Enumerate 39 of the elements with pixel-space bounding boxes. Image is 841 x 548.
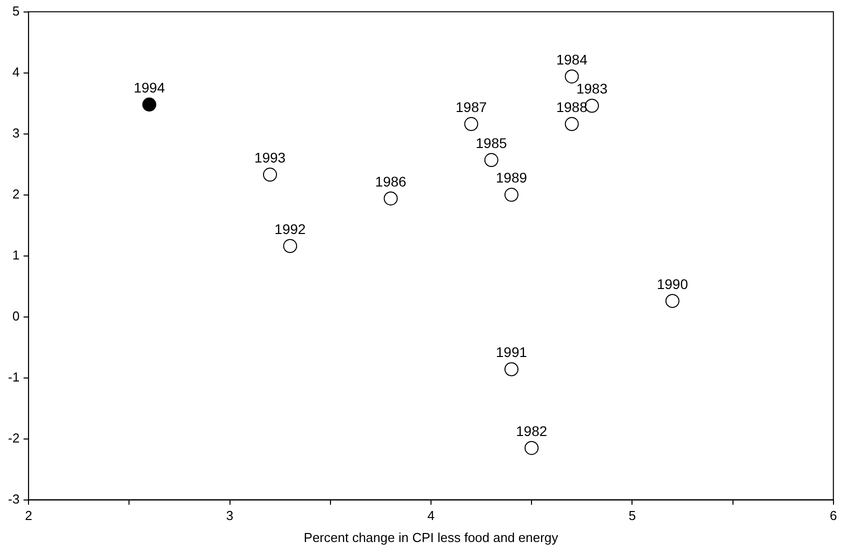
y-tick-label: 0 [12, 308, 20, 324]
x-tick-label: 3 [226, 508, 234, 524]
point [384, 191, 398, 206]
point [564, 117, 579, 132]
y-tick-label: -1 [8, 369, 20, 384]
annotation: 1990 [656, 276, 688, 292]
y-tick-label: 1 [12, 247, 20, 262]
annotation: 1989 [496, 170, 528, 186]
point [665, 294, 680, 308]
y-tick-label: -2 [8, 430, 20, 446]
point [484, 153, 498, 168]
annotation: 1991 [496, 344, 528, 360]
y-tick-label: 3 [12, 125, 20, 140]
annotation: 1985 [476, 134, 508, 151]
point [283, 239, 298, 254]
x-tick-label: 6 [830, 508, 837, 524]
point [504, 188, 518, 202]
annotation: 1986 [375, 173, 407, 190]
y-tick-label: 5 [12, 3, 20, 18]
annotation: 1994 [134, 79, 166, 96]
point [142, 98, 156, 112]
y-tick-label: -3 [8, 491, 20, 506]
annotation: 1993 [254, 150, 286, 166]
y-tick-label: 4 [12, 64, 20, 80]
point [564, 69, 579, 84]
annotation: 1992 [274, 220, 306, 237]
point [464, 117, 478, 132]
x-axis-title: Percent change in CPI less food and energy [304, 530, 559, 545]
y-tick-label: 2 [12, 186, 20, 202]
annotation: 1984 [556, 51, 588, 68]
point [263, 168, 278, 182]
annotation: 1983 [576, 80, 608, 97]
x-tick-label: 5 [628, 508, 636, 524]
annotation: 1987 [456, 98, 487, 115]
point [504, 362, 518, 376]
annotation: 1982 [516, 422, 548, 439]
x-tick-label: 4 [427, 508, 435, 524]
point [524, 440, 539, 455]
x-tick-label: 2 [24, 508, 32, 524]
